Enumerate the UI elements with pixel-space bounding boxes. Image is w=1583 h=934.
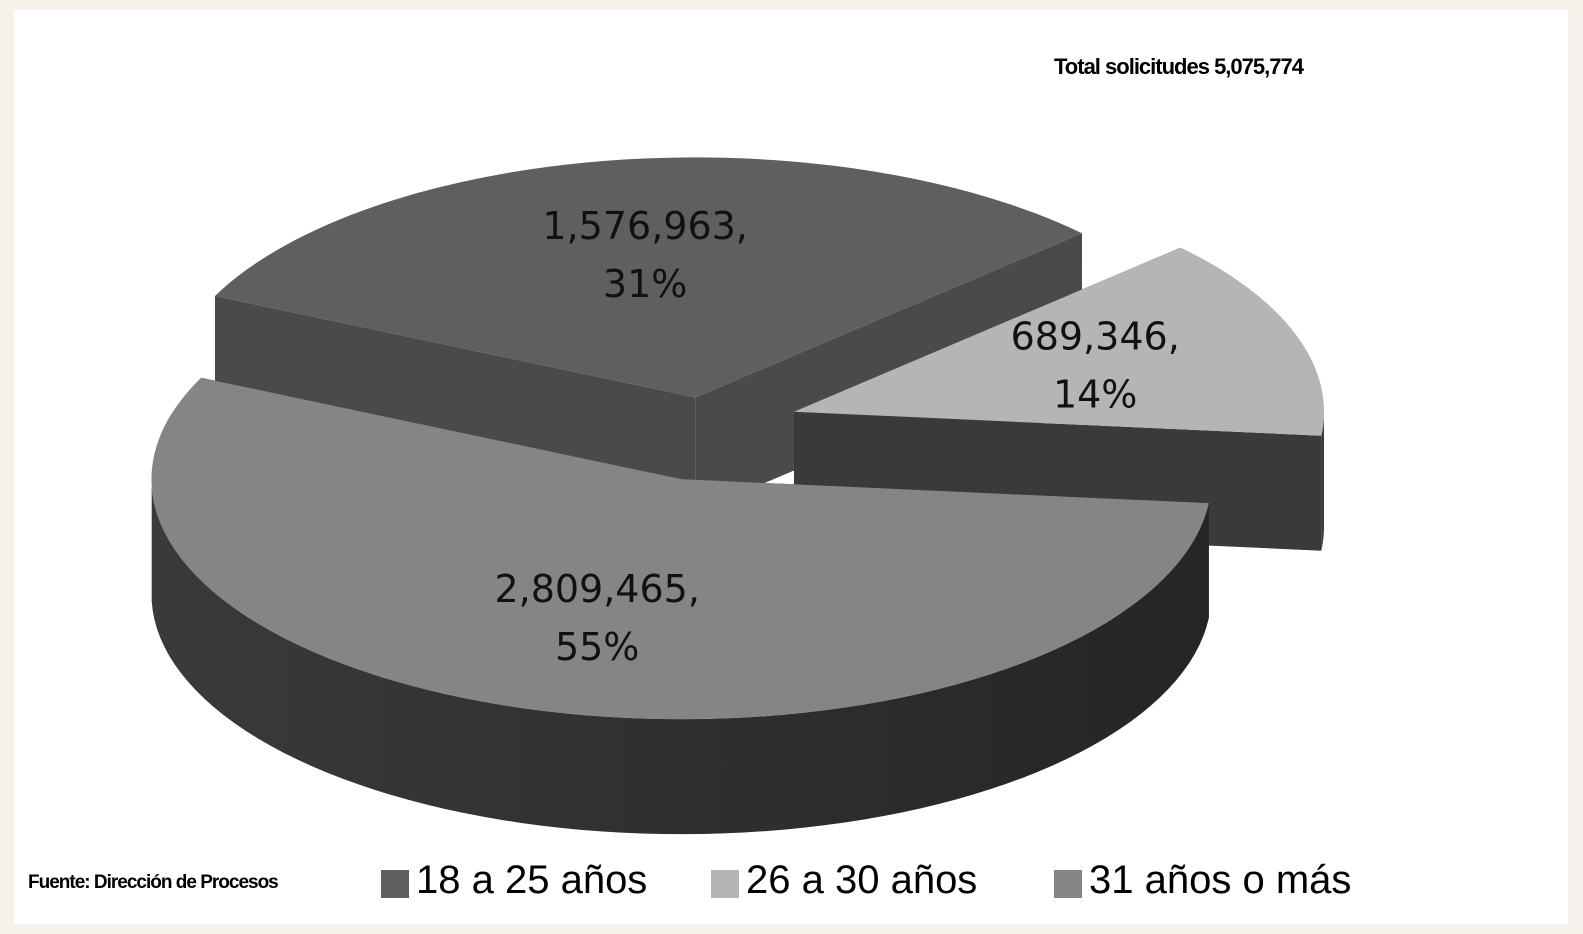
- data-label: 14%: [1053, 373, 1137, 417]
- pie-slices: [151, 157, 1324, 835]
- slice-top-1: [793, 247, 1324, 436]
- data-label: 689,346,: [1011, 315, 1180, 359]
- data-label: 31%: [603, 262, 687, 306]
- legend: 18 a 25 años 26 a 30 años 31 años o más: [381, 858, 1351, 902]
- legend-swatch: [381, 870, 409, 898]
- legend-swatch: [711, 870, 739, 898]
- slice-top-0: [214, 157, 1082, 398]
- legend-swatch: [1054, 870, 1082, 898]
- legend-item-18-25: 18 a 25 años: [381, 858, 647, 902]
- slice-outer-wall: [151, 485, 1209, 835]
- pie-slice: [151, 377, 1209, 835]
- data-label: 55%: [555, 625, 639, 669]
- total-label: Total solicitudes 5,075,774: [1054, 54, 1305, 79]
- data-label: 2,809,465,: [494, 567, 699, 611]
- data-labels: 1,576,963, 31% 689,346, 14% 2,809,465, 55%: [494, 204, 1179, 669]
- source-note: Fuente: Dirección de Procesos: [28, 872, 278, 893]
- slice-outer-wall: [1321, 412, 1324, 551]
- slice-top-2: [151, 377, 1209, 720]
- data-label: 1,576,963,: [542, 204, 747, 248]
- legend-label: 26 a 30 años: [746, 858, 977, 902]
- legend-item-26-30: 26 a 30 años: [711, 858, 977, 902]
- legend-label: 31 años o más: [1089, 858, 1351, 902]
- legend-label: 18 a 25 años: [416, 858, 647, 902]
- legend-item-31-plus: 31 años o más: [1054, 858, 1351, 902]
- chart-frame: 1,576,963, 31% 689,346, 14% 2,809,465, 55% To…: [14, 10, 1568, 924]
- pie-chart: 1,576,963, 31% 689,346, 14% 2,809,465, 55% To…: [28, 54, 1351, 902]
